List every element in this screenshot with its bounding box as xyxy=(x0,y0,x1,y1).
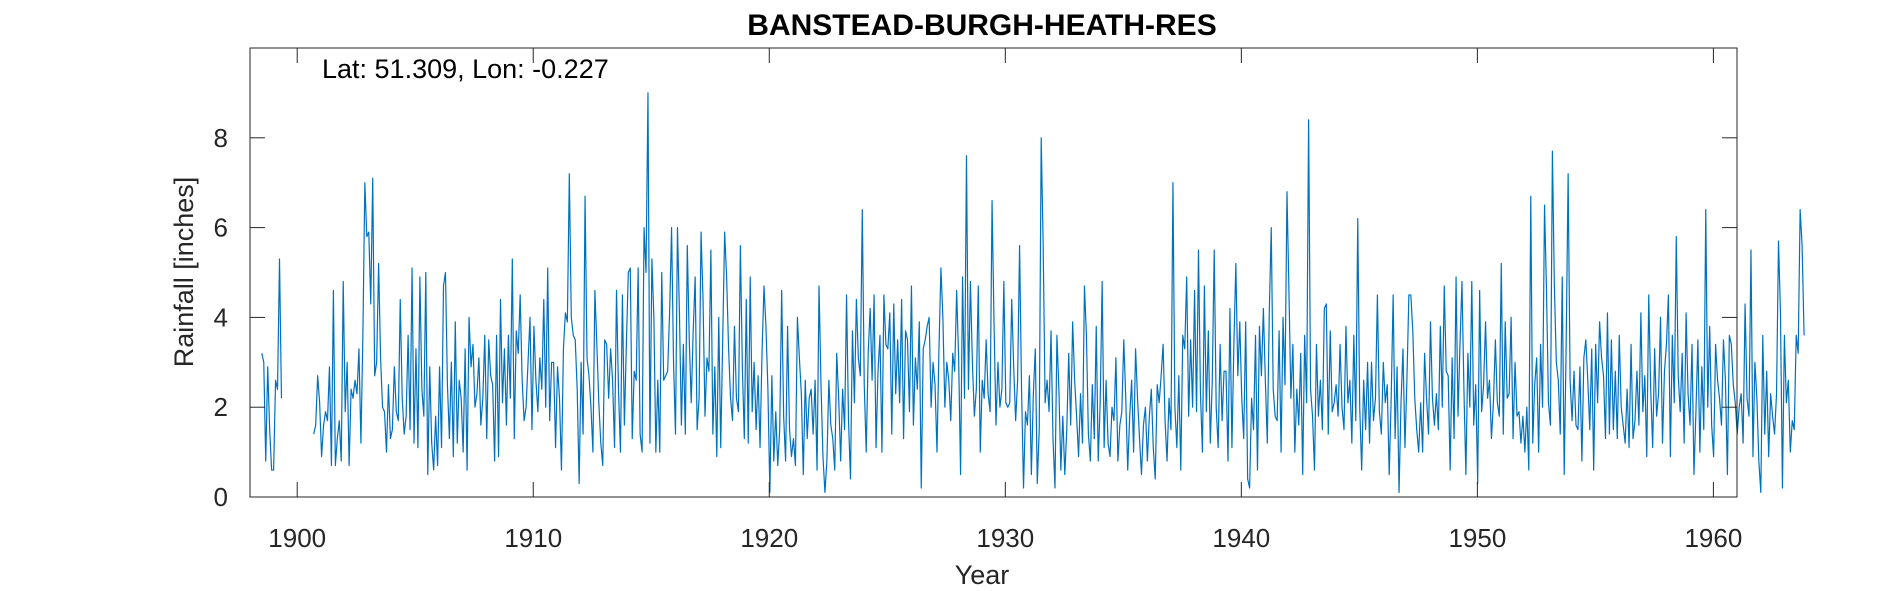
rainfall-series-segment-2 xyxy=(313,92,1805,494)
axes-box xyxy=(249,47,1738,498)
y-tick-label: 4 xyxy=(214,302,228,332)
x-axis: 1900 1910 1920 1930 1940 1950 1960 xyxy=(268,48,1742,553)
location-annotation: Lat: 51.309, Lon: -0.227 xyxy=(322,54,609,84)
x-tick-label: 1920 xyxy=(740,523,798,553)
x-tick-label: 1950 xyxy=(1448,523,1506,553)
x-tick-label: 1940 xyxy=(1212,523,1270,553)
x-axis-label: Year xyxy=(955,560,1010,590)
x-tick-label: 1900 xyxy=(268,523,326,553)
x-tick-label: 1910 xyxy=(504,523,562,553)
x-tick-label: 1930 xyxy=(976,523,1034,553)
series-layer xyxy=(261,92,1805,494)
y-axis-label: Rainfall [inches] xyxy=(169,177,199,368)
rainfall-series-segment-1 xyxy=(261,258,283,471)
y-tick-label: 0 xyxy=(214,482,228,512)
y-tick-label: 2 xyxy=(214,392,228,422)
x-tick-label: 1960 xyxy=(1684,523,1742,553)
y-tick-label: 8 xyxy=(214,123,228,153)
chart-title: BANSTEAD-BURGH-HEATH-RES xyxy=(747,9,1216,42)
y-tick-label: 6 xyxy=(214,213,228,243)
y-axis: 0 2 4 6 8 xyxy=(214,123,1737,512)
